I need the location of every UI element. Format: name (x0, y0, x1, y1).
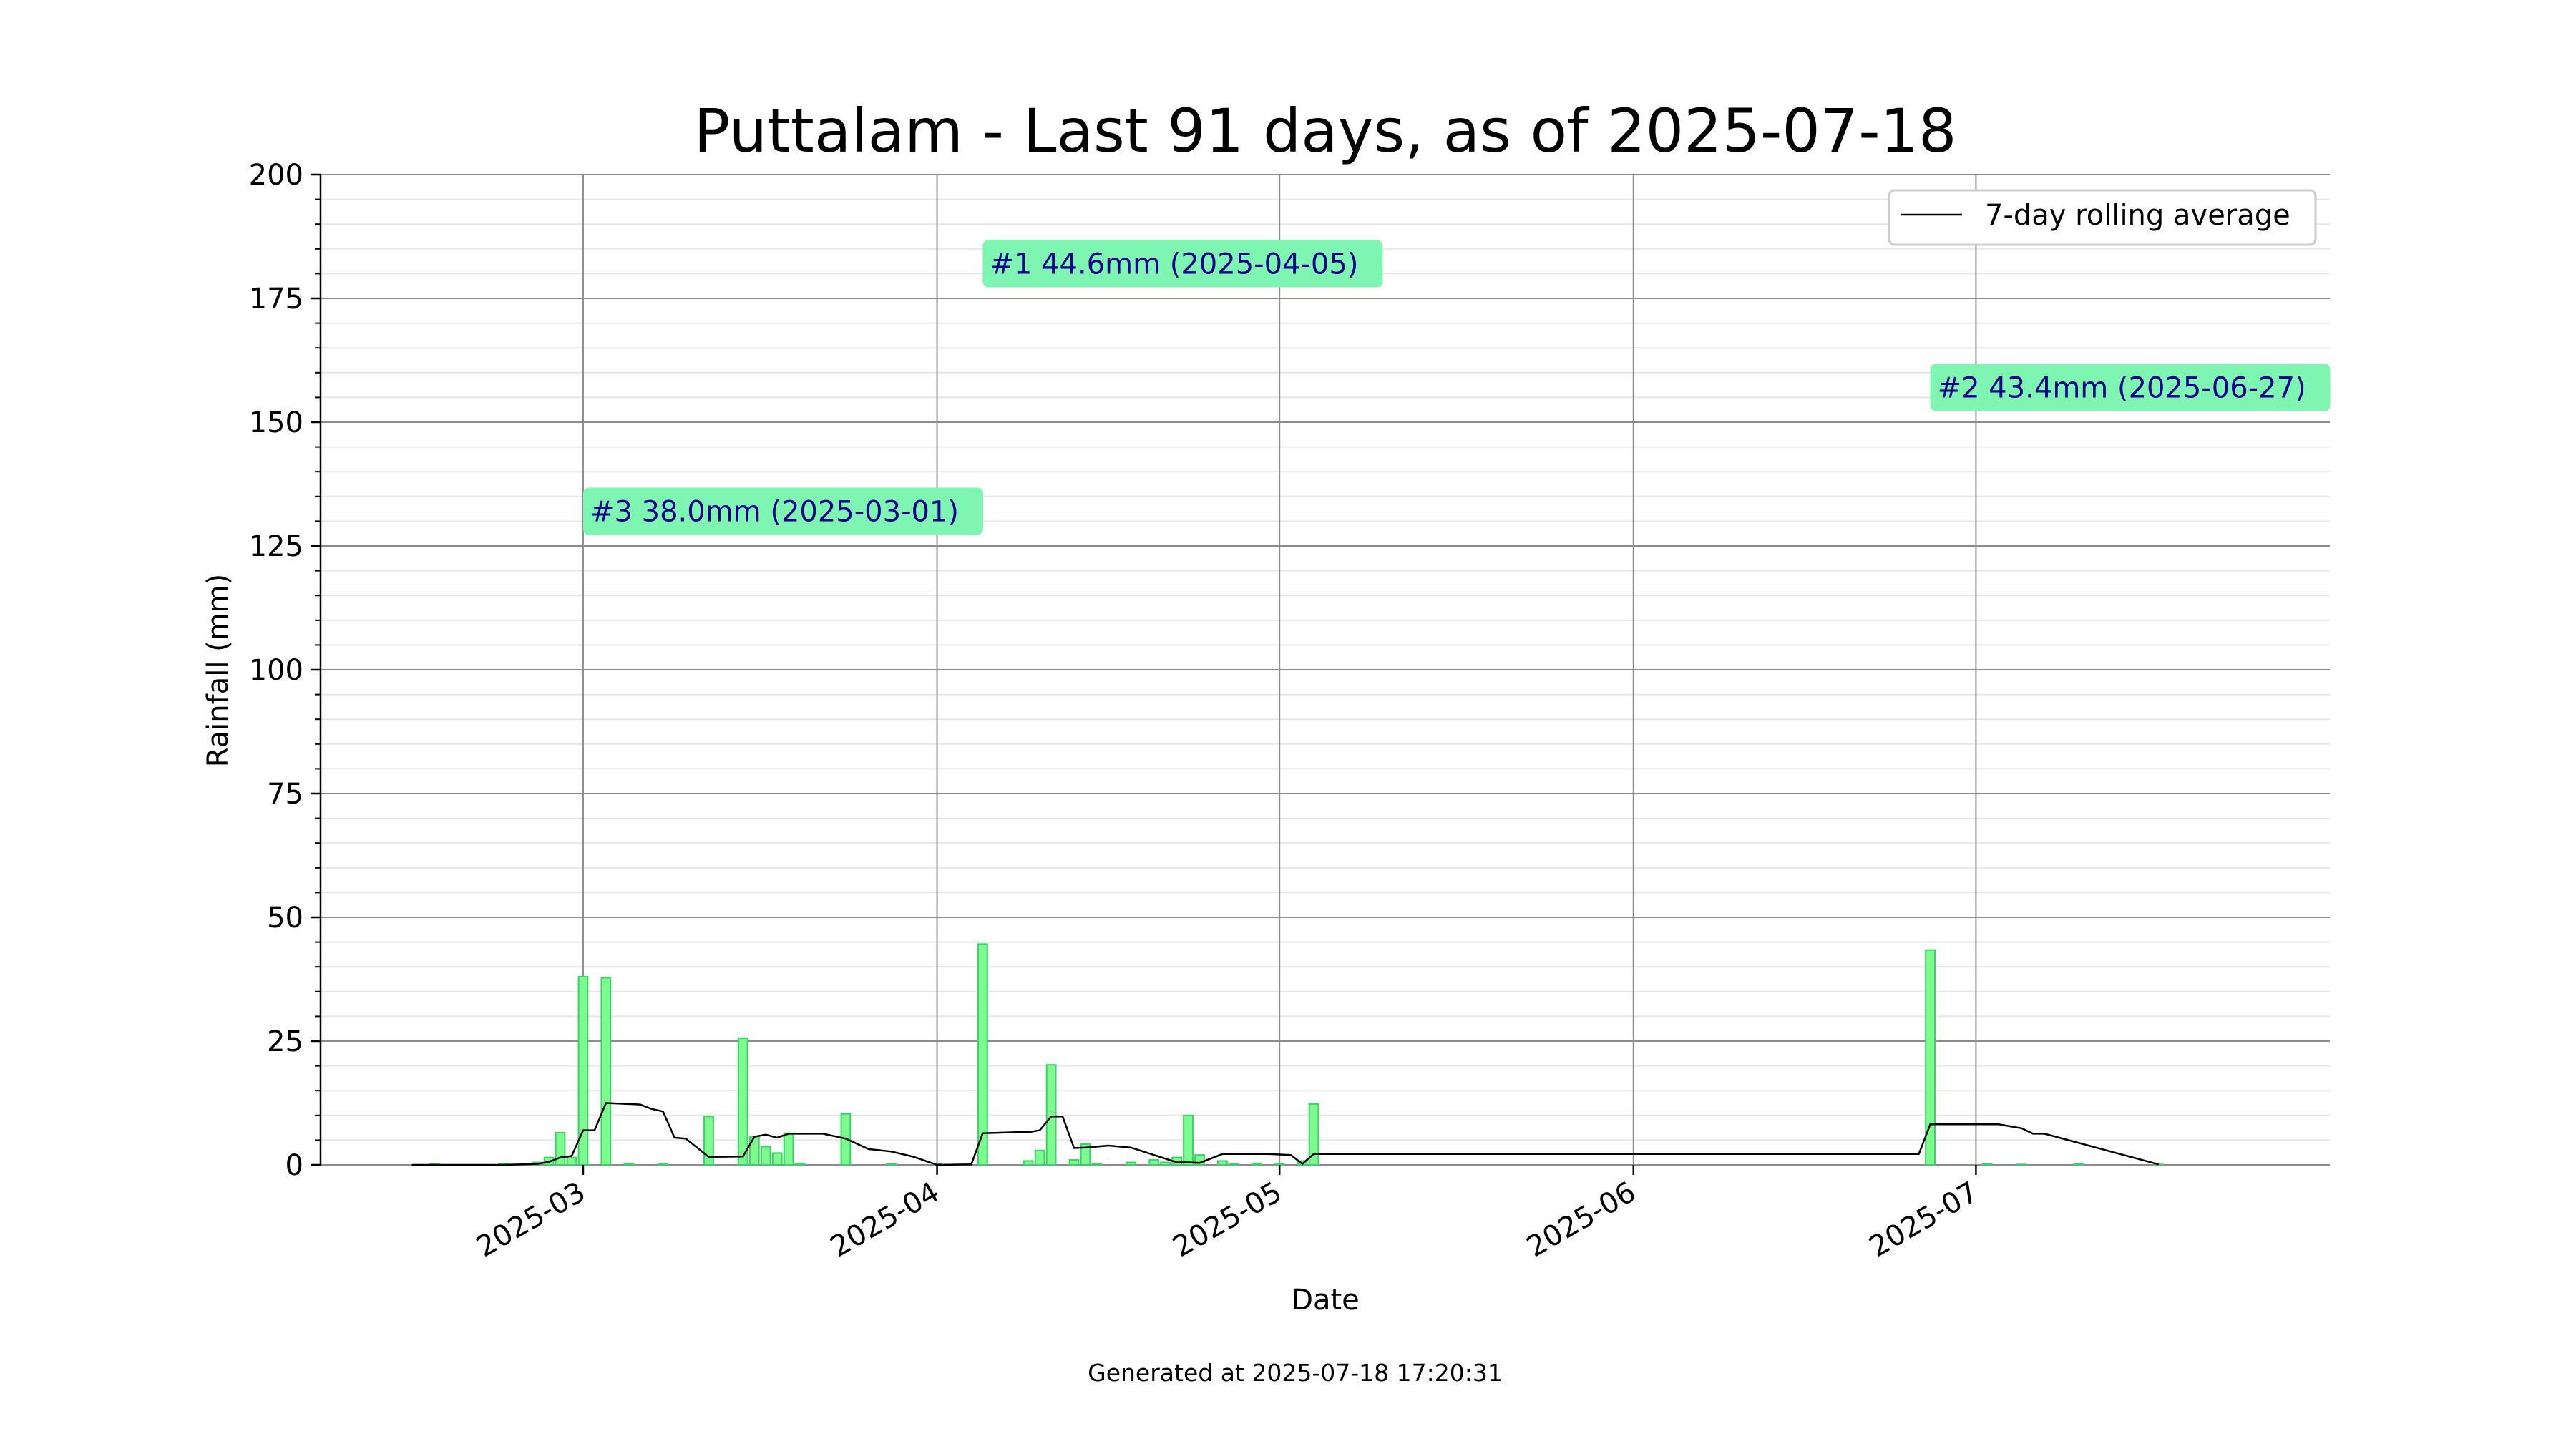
rolling-average-line (411, 1102, 2160, 1166)
rainfall-bar (1160, 1161, 1171, 1166)
rainfall-bar (2153, 1163, 2165, 1166)
rainfall-bar (1274, 1163, 1285, 1166)
rainfall-bar (1228, 1163, 1239, 1166)
annotation-box (982, 240, 1383, 288)
rainfall-bar (1045, 1064, 1057, 1166)
rainfall-bar (1981, 1163, 1993, 1166)
rainfall-bar (1023, 1160, 1034, 1166)
rainfall-bar (658, 1163, 669, 1166)
rainfall-bar (760, 1146, 771, 1166)
rainfall-bar (771, 1152, 783, 1166)
legend-label: 7-day rolling average (1985, 199, 2290, 232)
y-tick-label: 25 (267, 1025, 303, 1058)
rolling-average-line-group (411, 1102, 2160, 1166)
rainfall-bar (737, 1037, 748, 1166)
rainfall-bar (1091, 1163, 1103, 1166)
y-tick-label: 75 (267, 778, 303, 811)
x-axis: 2025-03 2025-04 2025-05 2025-06 2025-07 (471, 1165, 1984, 1264)
y-tick-label: 0 (286, 1149, 303, 1182)
rainfall-bar (2016, 1163, 2027, 1166)
y-axis-label: Rainfall (mm) (202, 574, 235, 768)
rainfall-bar (1068, 1159, 1080, 1166)
rainfall-bar (2073, 1163, 2084, 1166)
rainfall-bar (600, 977, 612, 1166)
x-tick-label: 2025-07 (1864, 1176, 1984, 1264)
rainfall-bar (1183, 1114, 1194, 1166)
rainfall-bar (1925, 949, 1936, 1166)
annotation-label: #2 43.4mm (2025-06-27) (1938, 372, 2306, 405)
y-tick-label: 200 (249, 159, 303, 192)
annotation-label: #1 44.6mm (2025-04-05) (990, 248, 1358, 281)
y-tick-label: 100 (249, 654, 303, 687)
x-tick-label: 2025-03 (471, 1176, 591, 1264)
gridlines (321, 174, 2330, 1166)
rainfall-bar (623, 1162, 635, 1166)
x-tick-label: 2025-05 (1167, 1176, 1287, 1264)
y-tick-label: 125 (249, 530, 303, 563)
legend: 7-day rolling average (1888, 189, 2317, 246)
rainfall-bar (886, 1163, 897, 1166)
rainfall-bar (1308, 1103, 1319, 1166)
rainfall-bar (794, 1162, 806, 1166)
y-axis: 0 25 50 75 100 125 150 175 200 (249, 159, 322, 1182)
rainfall-bar (555, 1132, 566, 1166)
rainfall-bar (566, 1156, 577, 1166)
annotation-box (582, 487, 983, 535)
y-tick-label: 50 (267, 902, 303, 935)
rainfall-bar (1080, 1143, 1091, 1166)
y-tick-label: 150 (249, 406, 303, 439)
rainfall-bar (1126, 1161, 1137, 1166)
footer-text: Generated at 2025-07-18 17:20:31 (1088, 1359, 1503, 1387)
legend-box (1888, 189, 2317, 246)
rainfall-bar (977, 943, 988, 1166)
rainfall-bar (783, 1132, 794, 1166)
x-axis-label: Date (1291, 1284, 1360, 1317)
x-tick-label: 2025-06 (1521, 1176, 1641, 1264)
annotations: #1 44.6mm (2025-04-05) #2 43.4mm (2025-06… (582, 240, 2331, 535)
rainfall-bars (429, 943, 2165, 1166)
rainfall-bar (1251, 1162, 1262, 1166)
y-tick-label: 175 (249, 283, 303, 316)
annotation-label: #3 38.0mm (2025-03-01) (590, 496, 959, 529)
x-tick-label: 2025-04 (825, 1176, 945, 1264)
rainfall-bar (703, 1116, 714, 1166)
annotation-box (1930, 364, 2331, 411)
rainfall-bar (1148, 1159, 1160, 1166)
chart-title: Puttalam - Last 91 days, as of 2025-07-1… (694, 96, 1957, 166)
rainfall-bar (1034, 1149, 1045, 1166)
rainfall-bar (1217, 1160, 1228, 1166)
